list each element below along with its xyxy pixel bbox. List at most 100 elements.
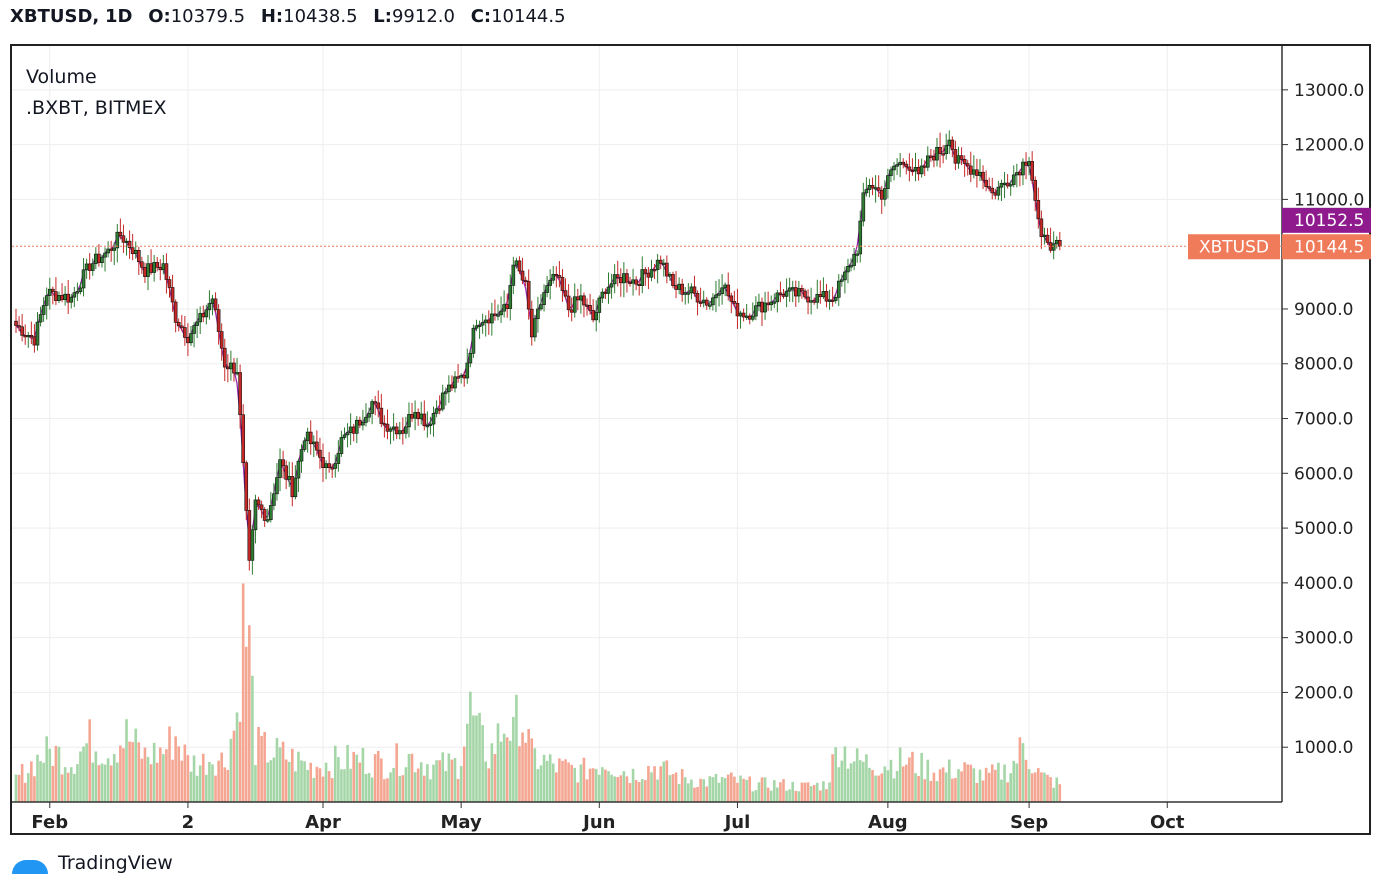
volume-bar <box>588 768 592 802</box>
candle-body <box>539 304 543 310</box>
candle <box>44 287 49 320</box>
volume-bar <box>419 762 423 802</box>
candle <box>186 323 190 357</box>
candle-body <box>652 269 657 272</box>
candle-body <box>1054 239 1059 245</box>
candle <box>701 290 706 308</box>
candle <box>269 492 273 523</box>
candle <box>996 180 1001 201</box>
candle-body <box>861 192 866 222</box>
candle-body <box>241 414 245 464</box>
price-tick-label: 6000.0 <box>1294 464 1353 484</box>
candle <box>892 162 896 181</box>
candle-body <box>760 301 764 313</box>
candle <box>57 291 61 303</box>
candle <box>1011 165 1016 188</box>
volume-bar <box>269 760 273 802</box>
candle <box>118 218 123 240</box>
volume-bar <box>241 583 245 802</box>
candle <box>615 260 620 287</box>
candle <box>640 256 645 294</box>
volume-bar <box>260 735 263 802</box>
candle-body <box>244 462 249 511</box>
candle <box>637 281 642 296</box>
volume-bar <box>251 675 254 802</box>
candle <box>152 254 156 282</box>
candle-body <box>137 249 141 263</box>
volume-bar <box>914 773 917 802</box>
candle-body <box>401 430 405 434</box>
volume-bar <box>834 747 837 802</box>
candle-body <box>883 188 887 200</box>
candle-body <box>462 375 467 379</box>
candle-body <box>272 493 276 506</box>
candle <box>766 291 770 311</box>
candle-body <box>47 288 52 296</box>
volume-bar <box>708 776 712 802</box>
volume-bar <box>1037 768 1040 802</box>
candle <box>956 146 961 169</box>
candle <box>879 185 884 214</box>
volume-bar <box>631 768 635 802</box>
volume-bar <box>226 769 230 802</box>
candle-body <box>394 426 399 435</box>
volume-bar <box>570 764 573 802</box>
candle-body <box>766 302 770 306</box>
volume-bar <box>42 762 45 802</box>
volume-bar <box>330 778 334 802</box>
candle <box>38 306 43 327</box>
volume-bar <box>647 765 650 802</box>
candle <box>321 443 325 482</box>
volume-bar <box>398 776 402 802</box>
candle-body <box>692 286 697 294</box>
candle-body <box>483 319 488 323</box>
candle-body <box>87 263 92 271</box>
candle-body <box>149 263 153 273</box>
candle-body <box>348 426 353 433</box>
candle <box>950 136 955 158</box>
volume-bar <box>1018 737 1022 802</box>
volume-bar <box>947 759 951 802</box>
last-price-badge <box>1282 234 1371 260</box>
volume-bar <box>533 748 537 802</box>
candle <box>78 282 83 295</box>
candle <box>293 465 298 500</box>
candle-body <box>204 309 209 318</box>
candle-body <box>747 315 752 320</box>
volume-bar <box>426 764 429 802</box>
candle <box>173 299 178 333</box>
candle-body <box>26 335 31 338</box>
candle-body <box>32 336 37 346</box>
candle-body <box>440 392 445 410</box>
candle-body <box>103 252 107 258</box>
candle <box>987 177 991 192</box>
candle-body <box>502 304 506 312</box>
volume-bar <box>984 767 988 802</box>
candle-body <box>480 322 485 326</box>
candle-body <box>1045 234 1050 243</box>
candle-body <box>404 426 408 434</box>
candle-body <box>186 337 190 344</box>
volume-bar <box>229 738 233 802</box>
candle-body <box>793 287 798 297</box>
volume-bar <box>640 779 644 802</box>
volume-bar <box>524 742 527 802</box>
volume-bar <box>585 779 589 802</box>
candle <box>404 416 408 439</box>
candle-body <box>262 509 267 521</box>
candle <box>536 296 540 333</box>
candle-body <box>818 294 823 298</box>
candle-body <box>75 291 80 294</box>
footer-brand[interactable]: TradingView <box>12 852 173 874</box>
candle-body <box>784 290 789 297</box>
candle-body <box>1024 161 1028 166</box>
volume-bar <box>868 767 871 802</box>
candle <box>910 158 915 176</box>
volume-bar <box>932 772 936 802</box>
candle <box>149 249 153 275</box>
volume-bar <box>521 732 524 802</box>
volume-bar <box>48 748 52 802</box>
volume-bar <box>1000 779 1003 802</box>
candle <box>634 276 638 291</box>
